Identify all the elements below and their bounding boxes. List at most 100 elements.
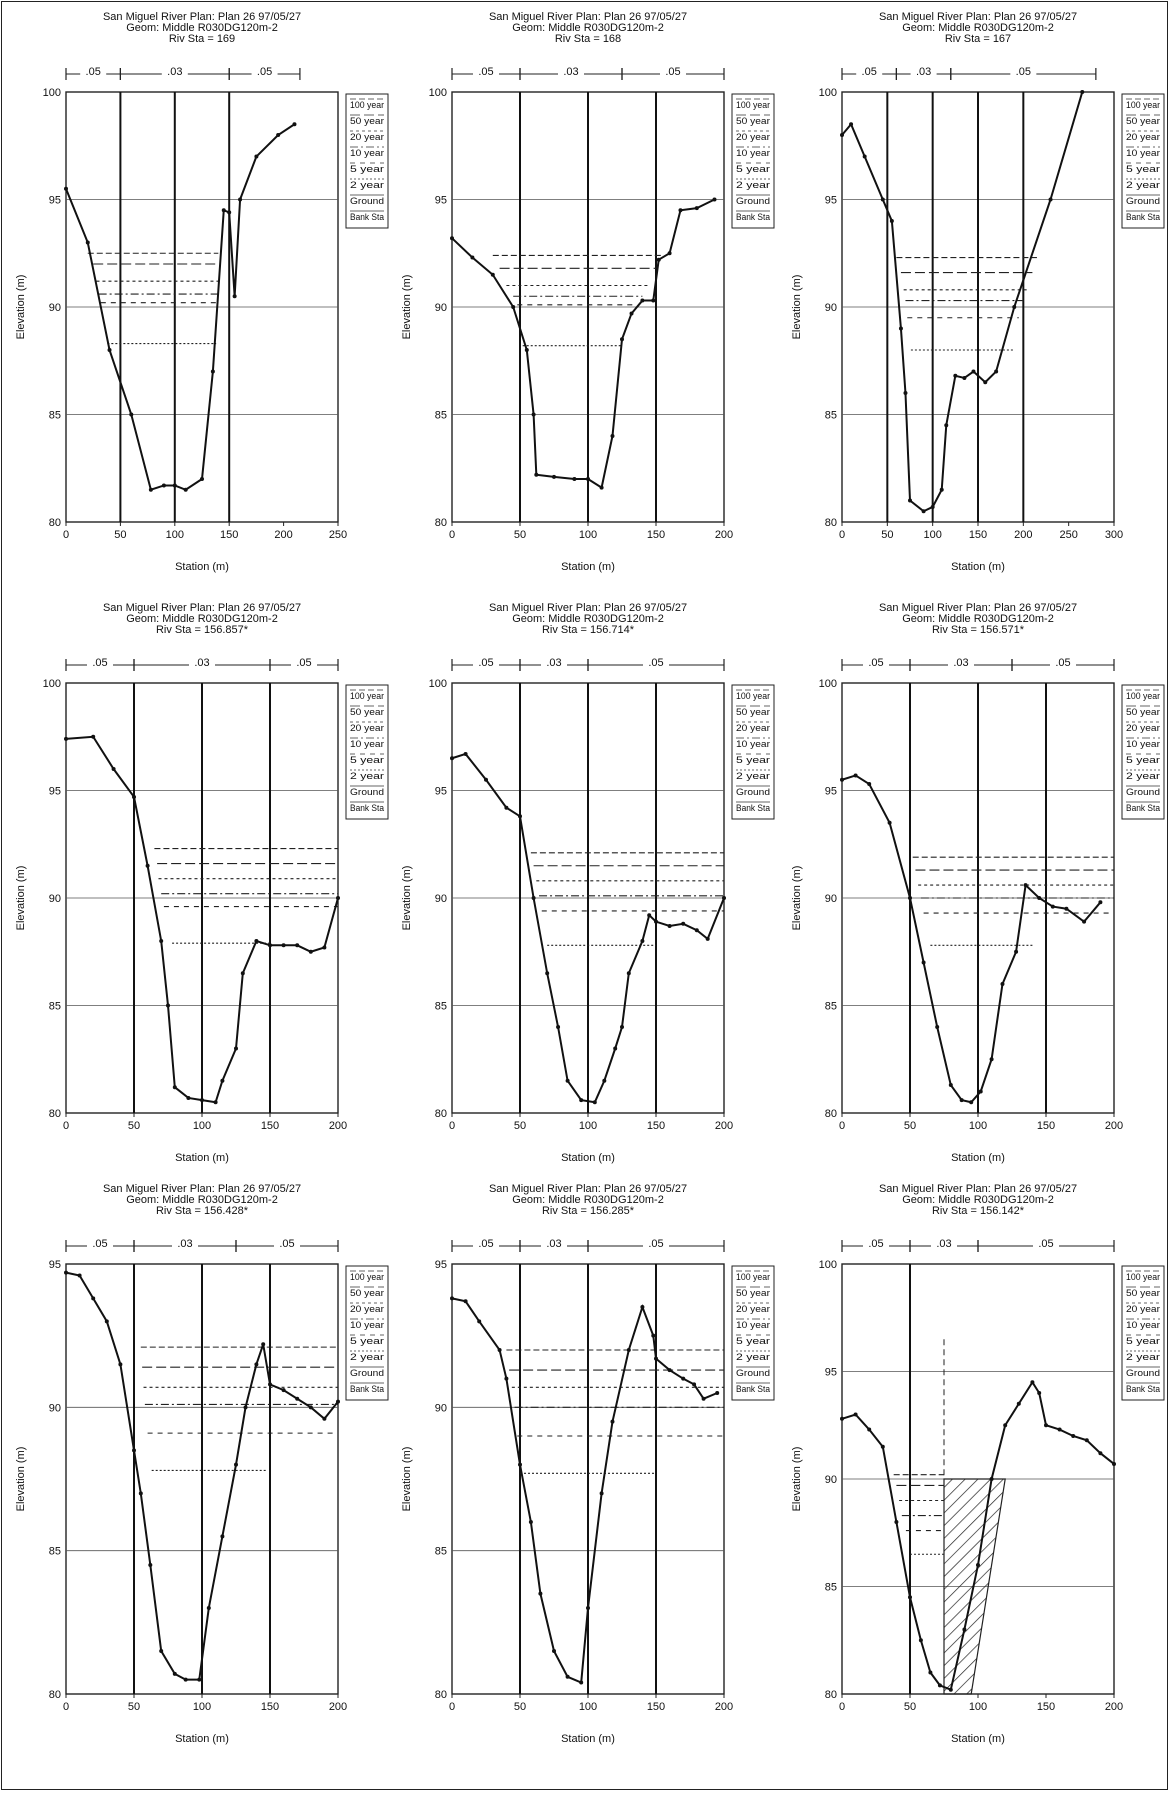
ground-point [108, 348, 112, 352]
ground-point [64, 737, 68, 741]
y-tick-label: 95 [49, 1259, 61, 1271]
y-tick-label: 90 [49, 302, 61, 314]
x-tick-label: 200 [1014, 529, 1032, 541]
y-tick-label: 85 [435, 1546, 447, 1558]
x-tick-label: 150 [647, 1120, 665, 1132]
legend-entry: 20 year [1126, 132, 1160, 142]
ground-point [712, 198, 716, 202]
y-tick-label: 85 [49, 1001, 61, 1013]
ground-point [268, 943, 272, 947]
ground-point [295, 943, 299, 947]
ground-point [1037, 896, 1041, 900]
ground-point [620, 1025, 624, 1029]
y-tick-label: 100 [43, 87, 61, 99]
ground-point [322, 1417, 326, 1421]
legend-entry: 5 year [1126, 164, 1160, 174]
x-tick-label: 150 [1037, 1701, 1055, 1713]
ground-point [938, 1683, 942, 1687]
x-tick-label: 0 [63, 1701, 69, 1713]
legend-entry: Ground [1126, 196, 1160, 206]
ground-point [477, 1319, 481, 1323]
ground-point [282, 1388, 286, 1392]
ground-point [244, 1405, 248, 1409]
ground-point [620, 337, 624, 341]
x-tick-label: 50 [881, 529, 893, 541]
x-tick-label: 0 [449, 1701, 455, 1713]
ground-point [654, 1357, 658, 1361]
legend-entry: Ground [736, 196, 770, 206]
x-tick-label: 0 [839, 1120, 845, 1132]
y-tick-label: 85 [825, 1582, 837, 1594]
ground-point [1017, 1402, 1021, 1406]
x-tick-label: 100 [579, 529, 597, 541]
ground-point [132, 1448, 136, 1452]
legend: 100 year 50 year 20 year 10 year 5 year 2 yea… [346, 94, 388, 228]
y-tick-label: 85 [435, 1001, 447, 1013]
x-tick-label: 100 [579, 1120, 597, 1132]
legend-entry: 20 year [350, 132, 384, 142]
ground-point [863, 155, 867, 159]
manning-n-label: .03 [546, 657, 561, 669]
legend-entry: 10 year [736, 1320, 770, 1330]
ground-point [654, 920, 658, 924]
legend-entry: 100 year [1126, 691, 1160, 701]
ground-profile-line [452, 1298, 717, 1682]
legend-entry: 2 year [736, 180, 770, 190]
ground-point [894, 1520, 898, 1524]
ground-point [566, 1079, 570, 1083]
y-tick-label: 85 [825, 410, 837, 422]
manning-n-label: .05 [478, 657, 493, 669]
legend-entry: Bank Sta [1126, 212, 1160, 222]
ground-profile-line [452, 200, 714, 488]
x-axis-label: Station (m) [561, 561, 615, 573]
legend-box [732, 1266, 774, 1400]
legend-entry: 5 year [736, 164, 770, 174]
ground-point [899, 327, 903, 331]
ground-point [969, 1100, 973, 1104]
x-axis-label: Station (m) [561, 1733, 615, 1745]
ground-point [1085, 1438, 1089, 1442]
ground-point [532, 413, 536, 417]
y-tick-label: 100 [819, 87, 837, 99]
legend-entry: Ground [1126, 787, 1160, 797]
legend-entry: 50 year [1126, 116, 1160, 126]
legend-entry: Ground [350, 1368, 384, 1378]
ground-point [556, 1025, 560, 1029]
x-tick-label: 150 [261, 1120, 279, 1132]
manning-n-label: .05 [279, 1238, 294, 1250]
ground-point [450, 756, 454, 760]
manning-n-label: .05 [648, 1238, 663, 1250]
ground-point [129, 413, 133, 417]
legend-entry: 2 year [350, 771, 384, 781]
legend-entry: 10 year [1126, 148, 1160, 158]
legend-entry: Ground [350, 196, 384, 206]
legend: 100 year 50 year 20 year 10 year 5 year 2 yea… [346, 685, 388, 819]
y-tick-label: 85 [435, 410, 447, 422]
manning-n-label: .03 [953, 657, 968, 669]
x-tick-label: 100 [923, 529, 941, 541]
x-tick-label: 200 [715, 1701, 733, 1713]
legend-entry: Bank Sta [350, 1384, 384, 1394]
legend-entry: Ground [1126, 1368, 1160, 1378]
ground-point [511, 305, 515, 309]
river-station-label: Riv Sta = 168 [555, 33, 621, 45]
ground-point [211, 370, 215, 374]
ground-point [586, 477, 590, 481]
ground-point [233, 294, 237, 298]
legend-entry: 50 year [736, 707, 770, 717]
legend-entry: 5 year [1126, 755, 1160, 765]
ground-point [922, 509, 926, 513]
legend-entry: 20 year [736, 1304, 770, 1314]
y-tick-label: 90 [825, 302, 837, 314]
ground-point [207, 1606, 211, 1610]
ground-point [976, 1563, 980, 1567]
legend-entry: 5 year [350, 755, 384, 765]
ground-point [849, 122, 853, 126]
legend-entry: 100 year [1126, 100, 1160, 110]
y-tick-label: 100 [819, 678, 837, 690]
y-tick-label: 90 [435, 302, 447, 314]
ground-point [220, 1079, 224, 1083]
manning-n-label: .05 [478, 1238, 493, 1250]
ground-profile-line [842, 775, 1100, 1102]
ground-point [908, 1595, 912, 1599]
